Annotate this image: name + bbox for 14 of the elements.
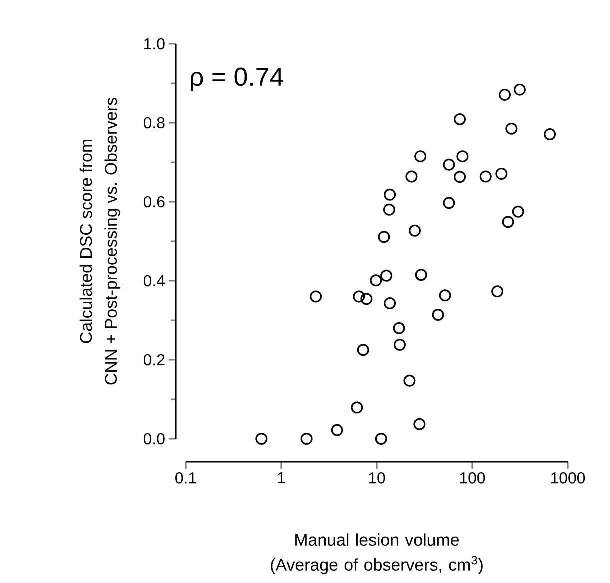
annotation: ρ = 0.74 xyxy=(191,68,284,92)
y-tick-label: 1.0 xyxy=(144,38,165,50)
x-axis-title: Manual lesion volume (Average of observers, cm$^{3}$) xyxy=(271,534,483,574)
y-tick-label: 0.2 xyxy=(144,354,165,366)
x-tick-label: 100 xyxy=(460,472,486,484)
y-tick-label: 0.8 xyxy=(144,117,165,129)
y-axis-title: Calculated DSC score from CNN + Post-processing vs. Observers xyxy=(80,98,120,385)
y-tick-label: 0.6 xyxy=(144,196,165,208)
y-tick-label: 0.0 xyxy=(144,433,165,445)
x-tick-label: 1 xyxy=(278,472,286,484)
x-tick-label: 0.1 xyxy=(176,472,196,484)
x-tick-label: 10 xyxy=(369,472,386,484)
x-tick-label: 1000 xyxy=(551,472,586,484)
y-tick-label: 0.4 xyxy=(144,275,166,287)
